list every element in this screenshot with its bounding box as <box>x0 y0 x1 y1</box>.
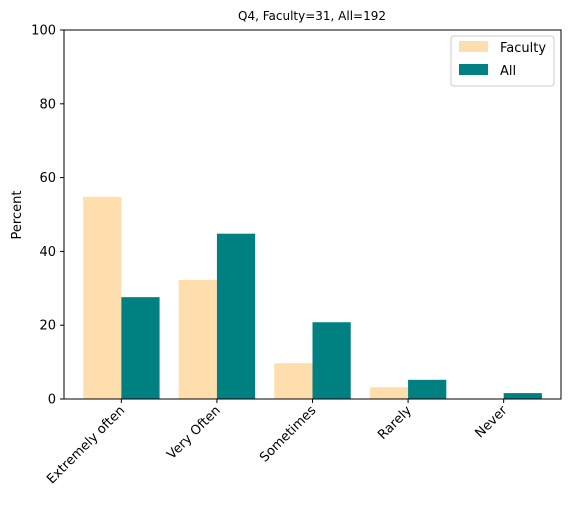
bar-faculty-1 <box>178 279 217 399</box>
legend-label-all: All <box>500 64 516 79</box>
legend-label-faculty: Faculty <box>500 41 546 56</box>
plot-frame <box>63 29 562 400</box>
legend-swatch-faculty <box>459 41 488 52</box>
bar-faculty-2 <box>274 363 313 399</box>
y-tick-label-5: 100 <box>31 24 56 39</box>
bar-all-4 <box>503 393 542 399</box>
bar-all-2 <box>312 322 351 399</box>
y-tick-label-1: 20 <box>39 319 56 334</box>
y-tick-label-2: 40 <box>39 245 56 260</box>
y-tick-label-3: 60 <box>39 171 56 186</box>
y-axis-ticks: 0 20 40 60 80 100 <box>31 24 64 408</box>
chart-title: Q4, Faculty=31, All=192 <box>238 9 386 23</box>
bar-all-0 <box>121 297 160 399</box>
bar-all-1 <box>216 233 256 399</box>
bar-faculty-0 <box>83 196 122 399</box>
y-tick-label-4: 80 <box>39 97 56 112</box>
legend-swatch-all <box>459 64 488 75</box>
bar-all-3 <box>408 379 447 399</box>
y-tick-label-0: 0 <box>48 393 56 408</box>
legend: Faculty All <box>450 35 555 87</box>
bars-layer <box>83 196 542 399</box>
bar-faculty-3 <box>369 387 409 399</box>
y-axis-label: Percent <box>10 191 25 240</box>
